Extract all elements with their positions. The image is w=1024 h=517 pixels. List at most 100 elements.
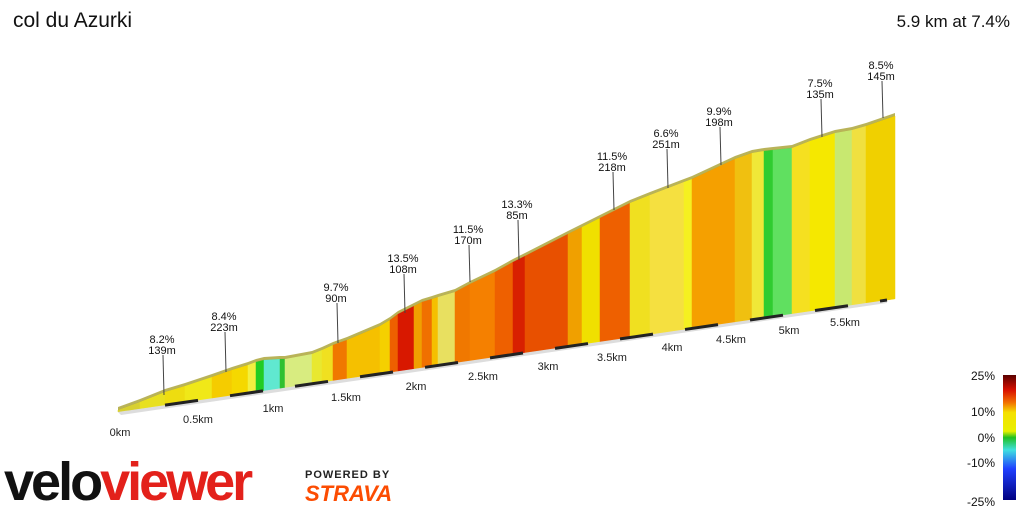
legend-label: 25% — [971, 369, 995, 383]
profile-top — [232, 362, 248, 370]
profile-stripe — [346, 325, 381, 379]
profile-top — [495, 259, 513, 272]
profile-stripe — [834, 129, 853, 308]
profile-stripe — [284, 353, 313, 388]
profile-stripe — [255, 359, 265, 393]
axis-dash — [619, 332, 654, 341]
axis-dash — [684, 323, 719, 331]
annotation-leader — [820, 98, 823, 138]
legend-label: 0% — [978, 431, 996, 445]
profile-top — [185, 374, 212, 386]
profile-stripe — [247, 361, 257, 394]
annotation-leader — [224, 331, 227, 373]
annotation-leader — [336, 302, 339, 344]
annotation-length: 135m — [806, 89, 834, 101]
legend-label: -25% — [967, 495, 995, 509]
profile-stripe — [791, 140, 811, 315]
annotation-length: 198m — [705, 117, 733, 129]
annotations: 8.2%139m8.4%223m9.7%90m13.5%108m11.5%170… — [148, 60, 895, 396]
powered-by: POWERED BY — [305, 469, 390, 481]
profile-stripe — [691, 158, 736, 329]
profile-top — [455, 281, 470, 292]
profile-stripe — [763, 149, 774, 319]
axis-dash — [554, 342, 589, 350]
annotation-length: 218m — [598, 162, 626, 174]
annotation-grade: 8.2% — [149, 334, 174, 346]
profile-stripe — [683, 178, 693, 330]
distance-label: 2.5km — [468, 371, 498, 383]
profile-top — [630, 192, 650, 203]
annotation-grade: 9.9% — [706, 106, 731, 118]
annotation-leader — [719, 126, 722, 166]
annotation-leader — [468, 244, 471, 283]
profile-top — [256, 357, 264, 362]
annotation-leader — [403, 273, 406, 314]
distance-label: 1.5km — [331, 392, 361, 404]
profile-stripe — [454, 283, 471, 364]
annotation-grade: 7.5% — [807, 78, 832, 90]
annotation-leader — [517, 219, 520, 261]
profile-top — [810, 130, 835, 141]
annotation-length: 251m — [652, 139, 680, 151]
legend-label: 10% — [971, 405, 995, 419]
profile-top — [582, 215, 600, 227]
annotation-length: 85m — [506, 210, 527, 222]
annotation-leader — [666, 148, 669, 189]
profile-top — [280, 356, 285, 359]
distance-label: 1km — [263, 403, 284, 415]
axis-dash — [294, 379, 329, 388]
profile-top — [764, 147, 773, 151]
annotation-grade: 13.5% — [387, 253, 418, 265]
profile-top — [380, 317, 390, 326]
profile-stripe — [321, 344, 334, 383]
profile-top — [866, 113, 895, 126]
annotation-length: 90m — [325, 293, 346, 305]
profile-stripe — [649, 181, 685, 335]
distance-label: 3.5km — [597, 352, 627, 364]
profile-top — [650, 179, 684, 195]
profile-stripe — [389, 313, 399, 373]
annotation-length: 223m — [210, 322, 238, 334]
profile-top — [165, 383, 185, 392]
title: col du Azurki — [13, 9, 132, 32]
profile-top — [118, 399, 140, 410]
profile-stripe — [431, 296, 439, 367]
profile-top — [432, 294, 438, 299]
profile-top — [212, 367, 232, 377]
distance-label: 0.5km — [183, 414, 213, 426]
profile-top — [438, 289, 455, 297]
profile-top — [414, 299, 422, 306]
annotation-length: 170m — [454, 235, 482, 247]
distance-label: 4.5km — [716, 334, 746, 346]
profile-top — [390, 311, 398, 320]
subtitle: 5.9 km at 7.4% — [897, 12, 1010, 31]
profile-stripe — [581, 217, 601, 345]
profile-stripe — [263, 358, 281, 392]
profile-top — [398, 303, 414, 314]
profile — [117, 113, 896, 413]
legend-scale — [1003, 375, 1016, 500]
profile-stripe — [809, 132, 836, 312]
profile-stripe — [231, 364, 249, 396]
profile-stripe — [734, 152, 753, 323]
profile-stripe — [421, 298, 433, 369]
profile-top — [248, 359, 256, 365]
profile-top — [852, 123, 866, 130]
profile-top — [422, 296, 432, 302]
distance-label: 5km — [779, 325, 800, 337]
profile-top — [322, 342, 333, 350]
distance-label: 0km — [110, 427, 131, 439]
profile-top — [735, 150, 752, 159]
profile-top — [835, 127, 852, 133]
annotation-length: 108m — [389, 264, 417, 276]
annotation-grade: 13.3% — [501, 199, 532, 211]
legend: 25% 10% 0% -10% -25% — [967, 369, 995, 509]
profile-top — [264, 356, 280, 360]
profile-stripe — [279, 358, 286, 389]
axis-dash — [489, 351, 524, 360]
annotation-length: 139m — [148, 345, 176, 357]
profile-top — [312, 347, 322, 354]
distance-label: 5.5km — [830, 317, 860, 329]
profile-top — [792, 138, 810, 148]
